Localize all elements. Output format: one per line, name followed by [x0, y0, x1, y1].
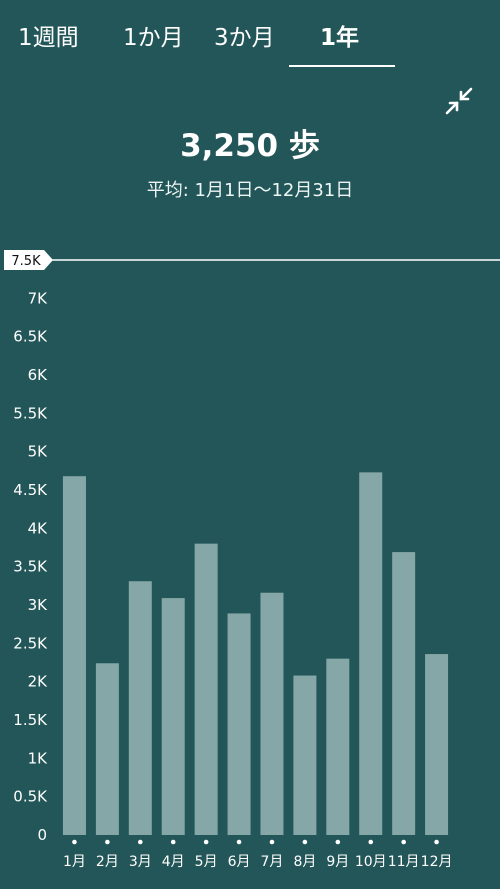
x-tick-label: 7月: [261, 854, 284, 870]
x-tick-dot: [138, 839, 143, 845]
x-tick-dot: [170, 839, 176, 845]
bar: [293, 675, 317, 835]
y-tick-label: 6K: [28, 366, 49, 384]
max-value-tag: [4, 250, 53, 270]
x-tick-label: 2月: [96, 854, 119, 870]
bar: [95, 663, 119, 835]
x-tick-label: 5月: [195, 854, 218, 870]
bar: [392, 552, 416, 835]
average-steps-value: 3,250 歩: [180, 128, 320, 164]
y-tick-label: 2K: [28, 673, 49, 691]
y-tick-label: 1.5K: [13, 711, 48, 729]
x-tick-label: 10月: [355, 854, 387, 870]
y-tick-label: 0: [37, 826, 47, 844]
x-tick-label: 9月: [326, 854, 349, 870]
active-tab-underline: [289, 65, 395, 67]
x-tick-label: 4月: [162, 854, 185, 870]
y-tick-label: 1K: [28, 749, 49, 767]
x-tick-dot: [72, 839, 77, 845]
bar: [359, 472, 383, 835]
bar: [326, 658, 350, 835]
y-tick-label: 3K: [28, 596, 49, 614]
y-tick-label: 4K: [28, 519, 49, 537]
x-tick-dot: [335, 839, 341, 845]
x-tick-dot: [236, 839, 242, 845]
x-tick-label: 11月: [388, 854, 420, 870]
bar: [62, 476, 86, 835]
max-value-label: 7.5K: [11, 254, 41, 269]
tab-3-months[interactable]: 3か月: [214, 25, 275, 51]
y-tick-label: 0.5K: [13, 788, 48, 806]
x-tick-label: 12月: [421, 854, 453, 870]
bar: [194, 543, 218, 835]
y-tick-label: 7K: [28, 289, 49, 307]
bar: [227, 613, 251, 835]
x-tick-label: 1月: [63, 854, 86, 870]
x-tick-dot: [203, 839, 209, 845]
y-tick-label: 5.5K: [13, 404, 48, 422]
x-tick-label: 8月: [293, 854, 316, 870]
bar: [425, 654, 449, 835]
y-tick-label: 3.5K: [13, 558, 48, 576]
x-tick-dot: [302, 839, 308, 845]
x-tick-label: 6月: [228, 854, 251, 870]
y-tick-label: 5K: [28, 443, 49, 461]
average-date-range: 平均: 1月1日〜12月31日: [146, 180, 354, 201]
bar: [128, 581, 152, 835]
x-tick-label: 3月: [129, 854, 152, 870]
y-tick-label: 6.5K: [13, 328, 48, 346]
x-tick-dot: [401, 839, 406, 845]
period-tabs: 1週間 1か月 3か月 1年: [0, 0, 500, 70]
x-tick-dot: [368, 839, 374, 845]
tab-1-year[interactable]: 1年: [320, 25, 360, 51]
bar: [161, 598, 185, 835]
tab-1-week[interactable]: 1週間: [18, 25, 79, 51]
bar: [260, 592, 284, 835]
x-tick-dot: [269, 839, 275, 845]
collapse-arrows-icon[interactable]: [443, 85, 475, 117]
x-tick-dot: [105, 839, 110, 845]
y-tick-label: 2.5K: [13, 634, 48, 652]
x-tick-dot: [434, 839, 439, 845]
tab-1-month[interactable]: 1か月: [123, 25, 184, 51]
y-tick-label: 4.5K: [13, 481, 48, 499]
